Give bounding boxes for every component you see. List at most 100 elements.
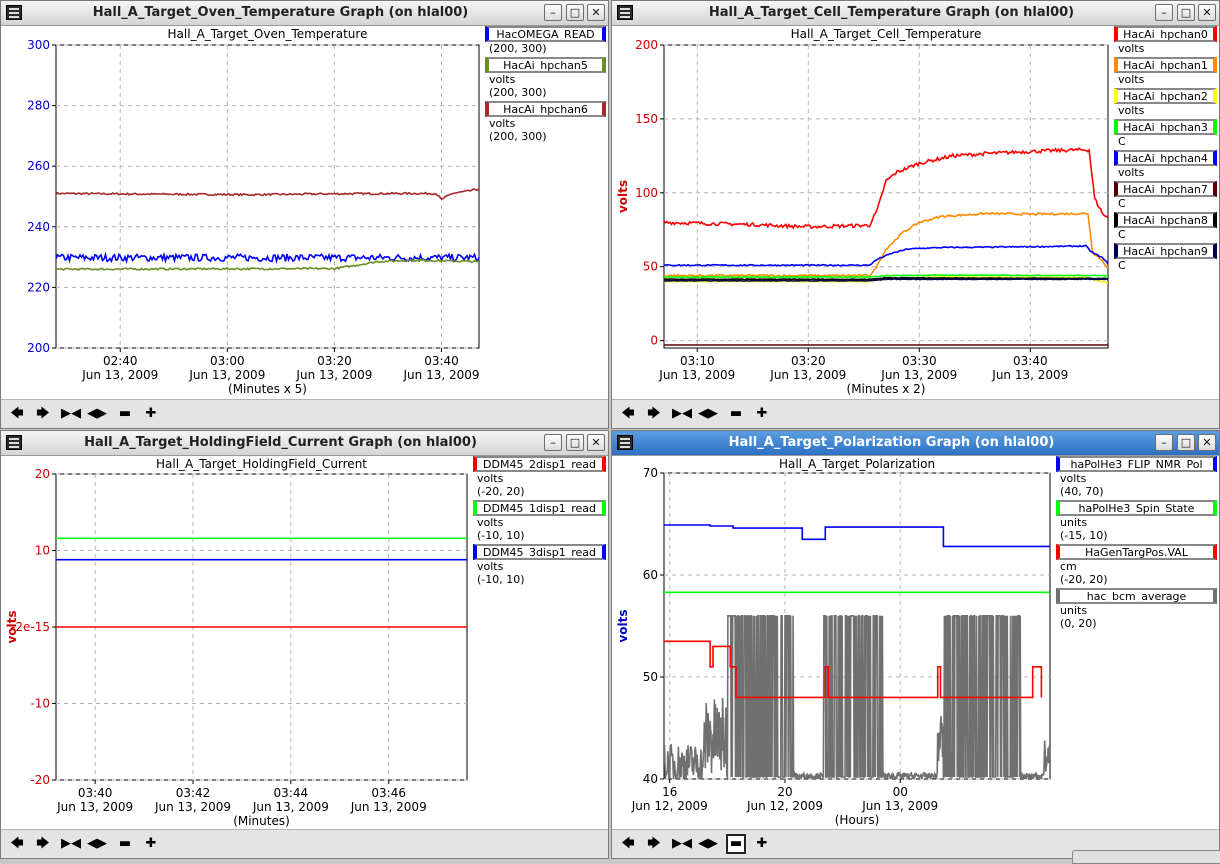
close-button[interactable]: ✕ (587, 4, 605, 21)
legend-item[interactable]: HacAi_hpchan3 C (1114, 119, 1217, 148)
legend-item[interactable]: haPolHe3_FLIP_NMR_Pol volts (40, 70) (1056, 456, 1217, 498)
zoom-in-time-icon[interactable]: ▶◀ (61, 406, 81, 421)
scroll-right-icon[interactable]: 🡆 (36, 836, 50, 851)
plot-title: Hall_A_Target_HoldingField_Current (156, 457, 367, 471)
legend-item[interactable]: HacAi_hpchan2 volts (1114, 88, 1217, 117)
legend-item[interactable]: DDM45_2disp1_read volts (-20, 20) (473, 456, 606, 498)
zoom-in-time-icon[interactable]: ▶◀ (61, 836, 81, 851)
legend-channel-name[interactable]: HacAi_hpchan0 (1114, 26, 1217, 42)
window-menu-icon[interactable] (6, 5, 22, 20)
scroll-right-icon[interactable]: 🡆 (647, 836, 661, 851)
legend-channel-info: (-20, 20) (477, 485, 525, 498)
legend-item[interactable]: haPolHe3_Spin_State units (-15, 10) (1056, 500, 1217, 542)
x-tick-date: Jun 13, 2009 (81, 368, 158, 382)
legend-channel-name[interactable]: HacAi_hpchan6 (485, 101, 606, 117)
legend-item[interactable]: DDM45_1disp1_read volts (-10, 10) (473, 500, 606, 542)
legend-item[interactable]: HacAi_hpchan7 C (1114, 181, 1217, 210)
add-channel-icon[interactable]: ✚ (756, 406, 768, 421)
legend-item[interactable]: HacOMEGA_READ (200, 300) (485, 26, 606, 55)
scroll-left-icon[interactable]: 🡄 (10, 836, 24, 851)
maximize-button[interactable]: □ (566, 4, 584, 21)
legend-item[interactable]: HacAi_hpchan8 C (1114, 212, 1217, 241)
legend-channel-name[interactable]: HacAi_hpchan9 (1114, 243, 1217, 259)
plot-area[interactable]: Hall_A_Target_Cell_Temperature 0 50 100 150 2… (612, 26, 1219, 401)
x-tick-date: Jun 13, 2009 (295, 368, 372, 382)
legend-channel-info: (-10, 10) (477, 529, 525, 542)
window-menu-icon[interactable] (617, 5, 633, 20)
maximize-button[interactable]: □ (1177, 434, 1195, 451)
add-channel-icon[interactable]: ✚ (756, 836, 768, 851)
maximize-button[interactable]: □ (566, 434, 584, 451)
legend-channel-name[interactable]: HacAi_hpchan3 (1114, 119, 1217, 135)
title-bar[interactable]: Hall_A_Target_HoldingField_Current Graph… (1, 431, 608, 456)
legend-channel-name[interactable]: HacAi_hpchan7 (1114, 181, 1217, 197)
jump-to-end-icon[interactable]: ▬ (729, 406, 743, 421)
zoom-in-time-icon[interactable]: ▶◀ (672, 406, 692, 421)
legend-item[interactable]: DDM45_3disp1_read volts (-10, 10) (473, 544, 606, 586)
minimize-button[interactable]: – (544, 4, 562, 21)
x-tick-date: Jun 13, 2009 (861, 799, 938, 813)
plot-area[interactable]: Hall_A_Target_Polarization4050607016Jun … (612, 456, 1219, 831)
minimize-button[interactable]: – (1155, 4, 1173, 21)
legend-item[interactable]: hac_bcm_average units (0, 20) (1056, 588, 1217, 630)
plot-title: Hall_A_Target_Cell_Temperature (791, 27, 982, 41)
legend-channel-name[interactable]: HacAi_hpchan1 (1114, 57, 1217, 73)
legend-channel-name[interactable]: HacAi_hpchan4 (1114, 150, 1217, 166)
legend-channel-info: volts (1060, 472, 1087, 485)
legend-channel-name[interactable]: HaGenTargPos.VAL (1056, 544, 1217, 560)
jump-to-end-icon[interactable]: ▬ (726, 834, 746, 854)
plot-area[interactable]: Hall_A_Target_HoldingField_Current 20 10 -2… (1, 456, 608, 831)
scroll-left-icon[interactable]: 🡄 (621, 836, 635, 851)
legend-item[interactable]: HacAi_hpchan4 volts (1114, 150, 1217, 179)
legend-channel-name[interactable]: DDM45_2disp1_read (473, 456, 606, 472)
minimize-button[interactable]: – (544, 434, 562, 451)
legend-item[interactable]: HacAi_hpchan6 volts (200, 300) (485, 101, 606, 143)
zoom-out-time-icon[interactable]: ◀▶ (698, 836, 718, 851)
zoom-in-time-icon[interactable]: ▶◀ (672, 836, 692, 851)
window-menu-icon[interactable] (617, 435, 633, 450)
legend-channel-name[interactable]: DDM45_3disp1_read (473, 544, 606, 560)
legend-channel-name[interactable]: HacAi_hpchan5 (485, 57, 606, 73)
x-tick-time: 03:20 (791, 354, 826, 368)
add-channel-icon[interactable]: ✚ (145, 836, 157, 851)
legend-channel-name[interactable]: haPolHe3_FLIP_NMR_Pol (1056, 456, 1217, 472)
legend-item[interactable]: HaGenTargPos.VAL cm (-20, 20) (1056, 544, 1217, 586)
zoom-out-time-icon[interactable]: ◀▶ (87, 836, 107, 851)
series-line-hapolhe3-flip-nmr-pol (664, 524, 1050, 548)
legend-item[interactable]: HacAi_hpchan5 volts (200, 300) (485, 57, 606, 99)
legend-item[interactable]: HacAi_hpchan9 C (1114, 243, 1217, 272)
window-menu-icon[interactable] (6, 435, 22, 450)
close-button[interactable]: ✕ (1198, 4, 1216, 21)
legend-channel-name[interactable]: HacAi_hpchan2 (1114, 88, 1217, 104)
title-bar[interactable]: Hall_A_Target_Oven_Temperature Graph (on… (1, 1, 608, 26)
legend-item[interactable]: HacAi_hpchan0 volts (1114, 26, 1217, 55)
title-bar[interactable]: Hall_A_Target_Polarization Graph (on hla… (612, 431, 1219, 456)
legend-channel-name[interactable]: HacOMEGA_READ (485, 26, 606, 42)
scroll-right-icon[interactable]: 🡆 (36, 406, 50, 421)
jump-to-end-icon[interactable]: ▬ (118, 836, 132, 851)
plot-area[interactable]: Hall_A_Target_Oven_Temperature 200 220 240 2… (1, 26, 608, 401)
y-tick-label: 60 (643, 568, 658, 582)
scroll-right-icon[interactable]: 🡆 (647, 406, 661, 421)
jump-to-end-icon[interactable]: ▬ (118, 406, 132, 421)
legend-channel-name[interactable]: hac_bcm_average (1056, 588, 1217, 604)
scroll-left-icon[interactable]: 🡄 (621, 406, 635, 421)
close-button[interactable]: ✕ (1198, 434, 1216, 451)
legend-channel-name[interactable]: HacAi_hpchan8 (1114, 212, 1217, 228)
x-tick-date: Jun 13, 2009 (350, 800, 427, 814)
title-bar[interactable]: Hall_A_Target_Cell_Temperature Graph (on… (612, 1, 1219, 26)
y-tick-label: -2e-15 (11, 620, 50, 634)
zoom-out-time-icon[interactable]: ◀▶ (698, 406, 718, 421)
taskbar-dock[interactable] (1072, 850, 1220, 864)
scroll-left-icon[interactable]: 🡄 (10, 406, 24, 421)
legend-channel-info: volts (1118, 104, 1145, 117)
zoom-out-time-icon[interactable]: ◀▶ (87, 406, 107, 421)
add-channel-icon[interactable]: ✚ (145, 406, 157, 421)
legend-channel-name[interactable]: DDM45_1disp1_read (473, 500, 606, 516)
close-button[interactable]: ✕ (587, 434, 605, 451)
x-tick-time: 20 (777, 785, 792, 799)
maximize-button[interactable]: □ (1177, 4, 1195, 21)
minimize-button[interactable]: – (1155, 434, 1173, 451)
legend-item[interactable]: HacAi_hpchan1 volts (1114, 57, 1217, 86)
legend-channel-name[interactable]: haPolHe3_Spin_State (1056, 500, 1217, 516)
